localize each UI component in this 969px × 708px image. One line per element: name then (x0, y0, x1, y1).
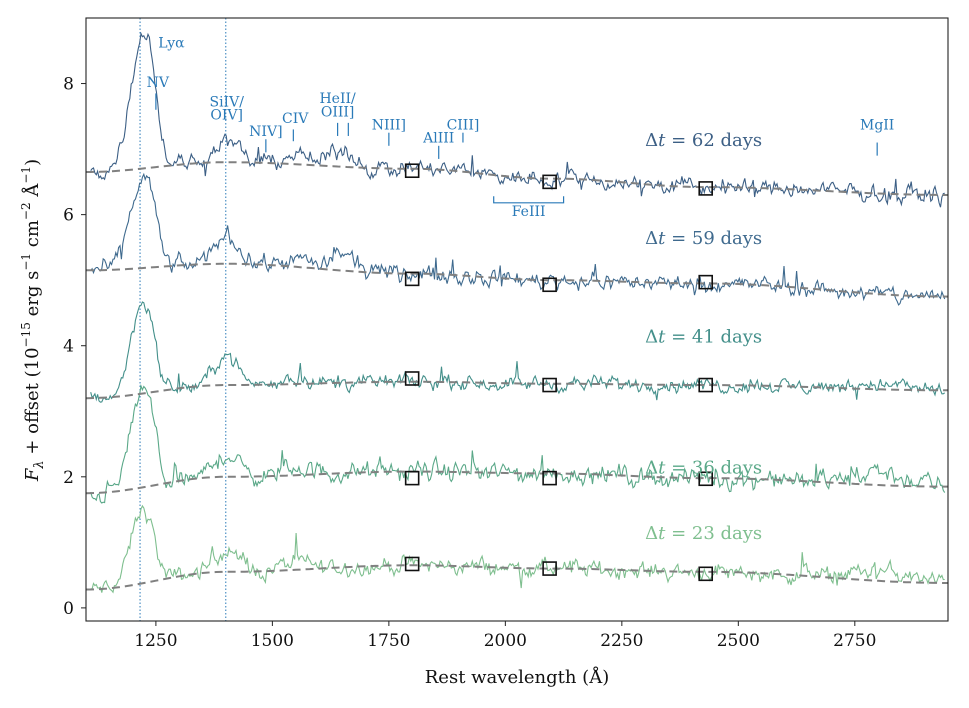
photometry-point-1-0 (404, 470, 420, 486)
y-tick-label-0: 0 (63, 599, 74, 619)
x-tick-label-1: 1500 (251, 631, 294, 651)
spectrum-line-2 (90, 301, 946, 403)
y-title-unit-c-exp: −1 (19, 166, 33, 184)
y-tick-label-1: 2 (63, 468, 74, 488)
spectrum-line-3 (90, 172, 946, 306)
plot-area: Lyα NV SiIV/OIV] NIV]CIV HeII/OIII] NIII] AlII… (86, 18, 948, 621)
line-id-label-9: AlIII (422, 131, 454, 147)
line-id-label-11: MgII (860, 117, 894, 133)
feiii-bracket (493, 196, 565, 204)
continuum-fit-3 (86, 262, 948, 298)
line-id-label-4: NIV] (249, 124, 282, 140)
epoch-label-2: Δt = 41 days (645, 326, 762, 347)
y-axis-title: Fλ + offset (10−15 erg s−1 cm−2 Å−1) (19, 159, 47, 482)
epoch-label-0: Δt = 23 days (645, 523, 762, 544)
spectrum-line-0 (90, 504, 945, 594)
photometry-point-3-0 (404, 271, 420, 287)
line-id-label-5: CIV (282, 111, 309, 127)
photometry-point-4-1 (542, 174, 557, 190)
axes: 1250 1500 1750 2000 2250 2500 2750 0 2 4 6 8 (63, 75, 876, 651)
continuum-fit-1 (86, 470, 948, 495)
photometry-point-4-0 (404, 163, 420, 179)
y-title-unit-c: Å (21, 183, 43, 203)
x-tick-label-3: 2000 (484, 631, 527, 651)
continuum-fit-2 (86, 380, 948, 400)
y-title-unit-b: cm (22, 220, 43, 253)
y-title-unit-b-exp: −2 (19, 202, 33, 220)
photometry-point-4-2 (698, 181, 714, 196)
line-id-label-0: Lyα (158, 35, 185, 51)
photometry-point-0-1 (542, 561, 557, 576)
photometry-point-1-1 (542, 470, 557, 486)
spectrum-line-1 (90, 383, 946, 504)
photometry-point-3-1 (542, 277, 557, 293)
photometry-point-2-1 (542, 377, 557, 393)
x-axis-title: Rest wavelength (Å) (425, 666, 609, 688)
y-title-rest: + offset (10 (22, 347, 43, 460)
y-title-close: ) (22, 159, 43, 166)
y-title-f: F (22, 467, 43, 482)
photometry-point-2-0 (404, 371, 420, 386)
y-title-sub: λ (32, 460, 47, 469)
photometry-point-1-2 (698, 471, 714, 487)
epoch-label-4: Δt = 62 days (645, 130, 762, 151)
x-tick-label-4: 2250 (600, 631, 643, 651)
photometry-point-3-2 (698, 274, 714, 290)
y-tick-label-3: 6 (63, 206, 74, 226)
photometry-point-0-0 (404, 556, 420, 572)
epoch-label-3: Δt = 59 days (645, 228, 762, 249)
line-id-label-3: OIV] (210, 108, 243, 124)
line-id-label-2: SiIV/ (209, 94, 244, 110)
line-id-label-12: FeIII (512, 204, 546, 220)
continuum-fit-0 (86, 564, 948, 591)
x-tick-label-0: 1250 (134, 631, 177, 651)
spectrum-line-4 (90, 31, 945, 208)
line-id-label-6: HeII/ (319, 91, 356, 107)
x-tick-label-6: 2750 (833, 631, 876, 651)
line-id-label-7: OIII] (321, 104, 355, 120)
y-title-exp: −15 (19, 322, 33, 347)
y-title-unit-a-exp: −1 (19, 253, 33, 271)
x-tick-label-2: 1750 (367, 631, 410, 651)
epoch-label-1: Δt = 36 days (645, 458, 762, 479)
line-id-label-10: CIII] (447, 117, 480, 133)
continuum-fit-4 (86, 161, 948, 196)
y-tick-label-4: 8 (63, 75, 74, 95)
y-tick-label-2: 4 (63, 337, 74, 357)
axes-frame (85, 17, 949, 622)
photometry-point-2-2 (698, 377, 714, 393)
line-id-label-8: NIII] (372, 117, 406, 133)
x-tick-label-5: 2500 (717, 631, 760, 651)
line-id-label-1: NV (147, 75, 170, 91)
y-title-unit-a: erg s (22, 271, 43, 322)
photometry-point-0-2 (698, 566, 714, 582)
